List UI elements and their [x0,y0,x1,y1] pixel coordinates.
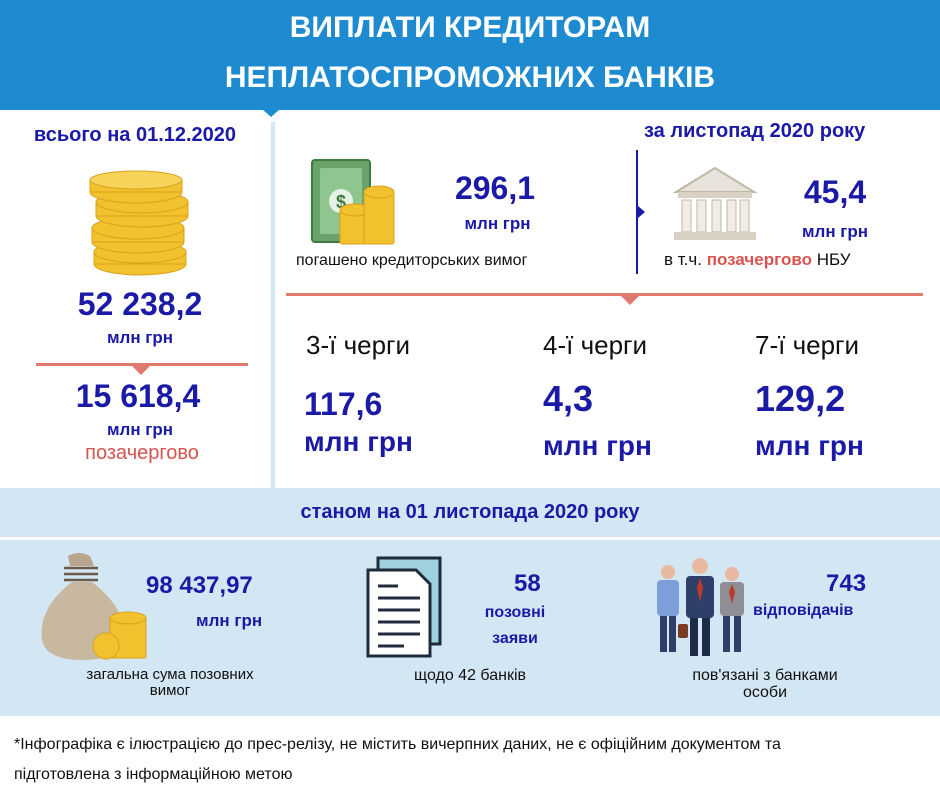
defendants-value: 743 [826,570,867,597]
lawsuits-label: щодо 42 банків [413,667,527,684]
queue-7-label: 7-ї черги [755,330,860,360]
nbu-value: 45,4 [803,174,867,210]
november-heading: за листопад 2020 року [644,120,866,142]
queue-3-label: 3-ї черги [306,330,411,360]
people-group-icon [657,558,744,656]
footnote-line1: *Інфографіка є ілюстрацією до прес-реліз… [14,736,781,753]
nbu-prefix: в т.ч. [664,250,702,269]
claims-sum-label: загальна сума позовних вимог [30,667,310,699]
left-divider [36,363,248,366]
footnote: *Інфографіка є ілюстрацією до прес-реліз… [14,730,929,790]
money-coins-icon: $ [311,159,395,245]
november-vertical-divider [636,150,638,274]
lawsuits-unit-line1: позовні [484,604,546,621]
lawsuits-unit-line2: заяви [492,630,538,647]
queue-3-unit: млн грн [304,426,413,457]
header-banner: ВИПЛАТИ КРЕДИТОРАМ НЕПЛАТОСПРОМОЖНИХ БАН… [0,0,940,110]
claims-sum-unit: млн грн [196,611,263,630]
queue-7-value: 129,2 [755,378,846,419]
defendants-label-line2: особи [742,684,788,701]
nbu-note: в т.ч. позачергово НБУ [664,250,851,270]
november-divider-notch [621,296,639,305]
repaid-label: погашено кредиторських вимог [296,252,528,269]
divider-pointer [638,206,645,218]
priority-value: 15 618,4 [75,378,201,414]
queue-4-unit: млн грн [543,430,652,461]
nbu-highlight: позачергово [706,250,812,269]
repaid-unit: млн грн [464,214,531,233]
bank-building-icon [672,166,758,240]
lawsuits-unit: позовні заяви [470,600,560,652]
priority-unit: млн грн [106,420,174,439]
nbu-unit: млн грн [801,222,869,241]
queue-4-value: 4,3 [543,378,594,419]
left-divider-notch [132,366,150,375]
queue-3-value: 117,6 [304,386,383,422]
vertical-divider [271,122,275,490]
queue-4-label: 4-ї черги [543,330,648,360]
november-divider [286,293,923,296]
repaid-value: 296,1 [454,170,536,206]
page-title-line1: ВИПЛАТИ КРЕДИТОРАМ [289,11,651,44]
priority-label: позачергово [85,442,199,464]
lawsuits-value: 58 [514,570,541,597]
page-title-line2: НЕПЛАТОСПРОМОЖНИХ БАНКІВ [224,61,716,94]
total-value: 52 238,2 [77,286,203,322]
total-heading: всього на 01.12.2020 [33,124,237,146]
claims-sum-label-line2: вимог [149,682,191,699]
defendants-label: пов'язані з банками особи [650,667,880,701]
status-panel [0,488,940,716]
document-icon [366,556,442,658]
status-heading: станом на 01 листопада 2020 року [300,501,640,523]
claims-sum-value: 98 437,97 [146,572,253,599]
svg-text:$: $ [336,192,346,212]
defendants-label-line1: пов'язані з банками [692,667,838,684]
header-notch [262,109,280,117]
claims-sum-label-line1: загальна сума позовних [86,666,254,683]
total-unit: млн грн [106,328,174,347]
coins-stack-icon [89,170,189,276]
status-panel-divider [0,537,940,540]
defendants-unit: відповідачів [753,602,854,619]
footnote-line2: підготовлена з інформаційною метою [14,766,293,783]
queue-7-unit: млн грн [755,430,864,461]
money-bag-icon [41,553,147,660]
nbu-suffix: НБУ [816,250,851,269]
